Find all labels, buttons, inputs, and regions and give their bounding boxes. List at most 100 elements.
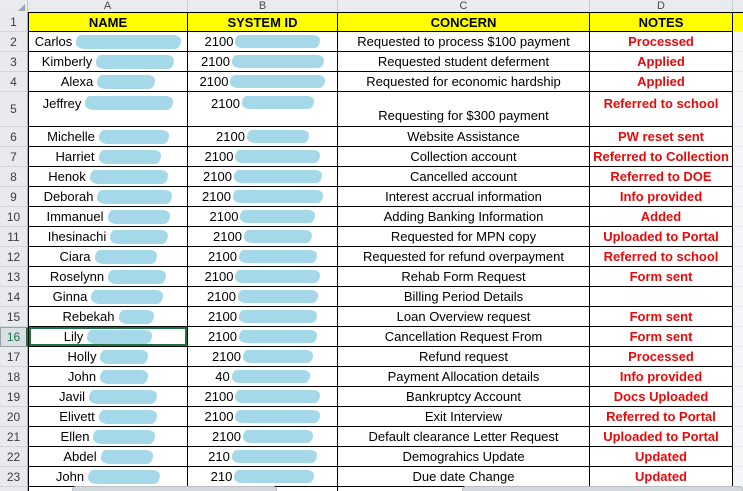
notes-cell[interactable]: Referred to school [590, 247, 733, 267]
concern-cell[interactable]: Requested for refund overpayment [338, 247, 590, 267]
concern-cell[interactable]: Bankruptcy Account [338, 387, 590, 407]
notes-cell[interactable]: Uploaded to Portal [590, 427, 733, 447]
notes-cell[interactable]: Added [590, 207, 733, 227]
row-number[interactable]: 15 [0, 307, 28, 327]
row-number[interactable]: 19 [0, 387, 28, 407]
notes-cell[interactable]: PW reset sent [590, 127, 733, 147]
notes-cell[interactable]: Docs Uploaded [590, 387, 733, 407]
notes-cell[interactable]: Form sent [590, 267, 733, 287]
notes-cell[interactable]: Info provided [590, 367, 733, 387]
row-number[interactable]: 23 [0, 467, 28, 487]
concern-cell[interactable]: Loan Overview request [338, 307, 590, 327]
notes-cell[interactable]: Referred to Collection [590, 147, 733, 167]
name-cell[interactable]: Henok [28, 167, 188, 187]
header-system-id[interactable]: SYSTEM ID [188, 12, 338, 32]
system-id-cell[interactable]: 2100 [188, 207, 338, 227]
notes-cell[interactable]: Processed [590, 32, 733, 52]
system-id-cell[interactable]: 2100 [188, 32, 338, 52]
concern-cell[interactable]: Requested for MPN copy [338, 227, 590, 247]
concern-cell[interactable]: Demograhics Update [338, 447, 590, 467]
row-number[interactable]: 12 [0, 247, 28, 267]
system-id-cell[interactable]: 210 [188, 467, 338, 487]
name-cell[interactable]: Javil [28, 387, 188, 407]
system-id-cell[interactable]: 2100 [188, 247, 338, 267]
name-cell[interactable]: Elivett [28, 407, 188, 427]
name-cell[interactable]: Alexa [28, 72, 188, 92]
concern-cell[interactable]: Refund request [338, 347, 590, 367]
name-cell[interactable]: Carlos [28, 32, 188, 52]
name-cell[interactable]: Jeffrey [28, 92, 188, 127]
concern-cell[interactable]: Requesting for $300 payment [338, 92, 590, 127]
notes-cell[interactable]: Applied [590, 72, 733, 92]
header-concern[interactable]: CONCERN [338, 12, 590, 32]
system-id-cell[interactable]: 2100 [188, 287, 338, 307]
notes-cell[interactable]: Updated [590, 467, 733, 487]
name-cell[interactable]: John [28, 467, 188, 487]
name-cell[interactable]: Michelle [28, 127, 188, 147]
system-id-cell[interactable]: 2100 [188, 327, 338, 347]
row-number[interactable]: 22 [0, 447, 28, 467]
system-id-cell[interactable]: 2100 [188, 52, 338, 72]
system-id-cell[interactable]: 2100 [188, 407, 338, 427]
system-id-cell[interactable]: 2100 [188, 267, 338, 287]
name-cell[interactable]: John [28, 367, 188, 387]
concern-cell[interactable]: Adding Banking Information [338, 207, 590, 227]
name-cell[interactable]: Immanuel [28, 207, 188, 227]
system-id-cell[interactable]: 2100 [188, 187, 338, 207]
concern-cell[interactable]: Interest accrual information [338, 187, 590, 207]
name-cell[interactable]: Roselynn [28, 267, 188, 287]
concern-cell[interactable]: Exit Interview [338, 407, 590, 427]
system-id-cell[interactable]: 2100 [188, 307, 338, 327]
system-id-cell[interactable]: 2100 [188, 427, 338, 447]
row-number[interactable]: 3 [0, 52, 28, 72]
concern-cell[interactable]: Requested to process $100 payment [338, 32, 590, 52]
notes-cell[interactable]: Form sent [590, 307, 733, 327]
row-number[interactable]: 21 [0, 427, 28, 447]
concern-cell[interactable]: Requested for economic hardship [338, 72, 590, 92]
concern-cell[interactable]: Default clearance Letter Request [338, 427, 590, 447]
name-cell[interactable]: Ginna [28, 287, 188, 307]
notes-cell[interactable]: Applied [590, 52, 733, 72]
system-id-cell[interactable]: 2100 [188, 92, 338, 127]
row-number[interactable]: 20 [0, 407, 28, 427]
notes-cell[interactable]: Form sent [590, 327, 733, 347]
column-header-d[interactable]: D [590, 0, 733, 12]
system-id-cell[interactable]: 2100 [188, 167, 338, 187]
concern-cell[interactable]: Due date Change [338, 467, 590, 487]
header-notes[interactable]: NOTES [590, 12, 733, 32]
name-cell[interactable]: Rebekah [28, 307, 188, 327]
name-cell[interactable]: Ciara [28, 247, 188, 267]
row-number[interactable]: 6 [0, 127, 28, 147]
column-header-a[interactable]: A [28, 0, 188, 12]
system-id-cell[interactable]: 2100 [188, 127, 338, 147]
row-number[interactable]: 2 [0, 32, 28, 52]
notes-cell[interactable]: Updated [590, 447, 733, 467]
system-id-cell[interactable]: 2100 [188, 227, 338, 247]
system-id-cell[interactable]: 2100 [188, 72, 338, 92]
row-number[interactable]: 11 [0, 227, 28, 247]
notes-cell[interactable]: Info provided [590, 187, 733, 207]
concern-cell[interactable]: Collection account [338, 147, 590, 167]
column-header-b[interactable]: B [188, 0, 338, 12]
system-id-cell[interactable]: 210 [188, 447, 338, 467]
row-number[interactable]: 10 [0, 207, 28, 227]
concern-cell[interactable]: Billing Period Details [338, 287, 590, 307]
row-number[interactable]: 8 [0, 167, 28, 187]
row-number[interactable]: 9 [0, 187, 28, 207]
name-cell[interactable]: Ihesinachi [28, 227, 188, 247]
column-header-c[interactable]: C [338, 0, 590, 12]
name-cell-selected[interactable]: Lily [28, 327, 188, 347]
header-name[interactable]: NAME [28, 12, 188, 32]
name-cell[interactable]: Holly [28, 347, 188, 367]
row-number[interactable]: 5 [0, 92, 28, 127]
concern-cell[interactable]: Cancelled account [338, 167, 590, 187]
concern-cell[interactable]: Requested student deferment [338, 52, 590, 72]
notes-cell[interactable]: Uploaded to Portal [590, 227, 733, 247]
concern-cell[interactable]: Cancellation Request From [338, 327, 590, 347]
row-number-selected[interactable]: 16 [0, 327, 28, 347]
concern-cell[interactable]: Rehab Form Request [338, 267, 590, 287]
concern-cell[interactable]: Payment Allocation details [338, 367, 590, 387]
row-number[interactable]: 7 [0, 147, 28, 167]
system-id-cell[interactable]: 2100 [188, 347, 338, 367]
row-number[interactable]: 17 [0, 347, 28, 367]
